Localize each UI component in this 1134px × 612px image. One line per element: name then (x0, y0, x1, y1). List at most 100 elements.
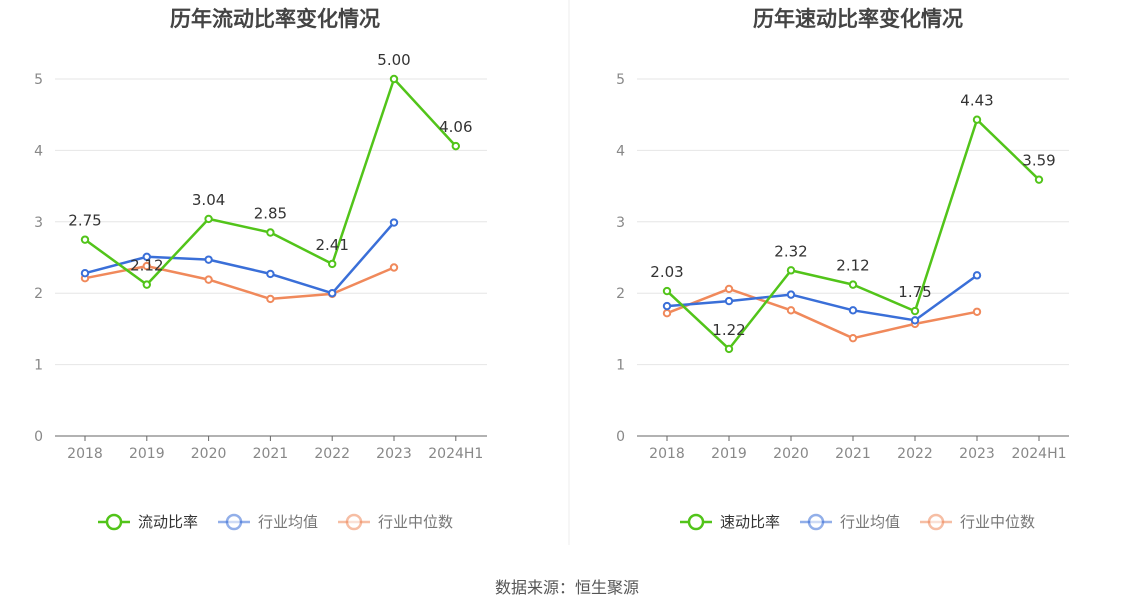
data-point[interactable] (786, 306, 796, 315)
legend-marker-icon (687, 513, 705, 531)
data-point[interactable] (204, 255, 213, 264)
data-point[interactable] (142, 252, 152, 261)
data-label: 1.22 (712, 321, 745, 339)
data-label: 4.43 (960, 92, 993, 110)
legend-marker-icon (345, 513, 363, 531)
y-tick-label: 3 (34, 215, 43, 231)
data-label: 2.75 (68, 212, 101, 230)
y-tick-label: 1 (616, 358, 625, 374)
data-point[interactable] (724, 284, 734, 294)
y-tick-label: 3 (616, 215, 625, 231)
data-point[interactable] (80, 235, 90, 244)
legend-item-1[interactable]: 速动比率 (680, 513, 780, 531)
data-point[interactable] (848, 333, 858, 343)
data-point[interactable] (328, 259, 337, 269)
x-tick-label: 2020 (773, 446, 809, 462)
data-source-note: 数据来源：恒生聚源 (494, 578, 639, 597)
y-tick-label: 0 (616, 429, 625, 445)
series-line-3 (84, 264, 395, 301)
y-tick-label: 5 (616, 72, 625, 88)
x-tick-label: 2022 (897, 446, 933, 462)
data-point[interactable] (848, 306, 858, 315)
chart-panel-1: 历年流动比率变化情况 0 1 2 3 4 5 2018 2019 2020 2021 2022 2023… (34, 7, 487, 531)
data-point[interactable] (266, 228, 275, 237)
data-point[interactable] (910, 316, 920, 325)
data-point[interactable] (786, 266, 796, 275)
legend-label: 流动比率 (138, 513, 198, 531)
data-point[interactable] (972, 115, 982, 124)
x-tick-label: 2024H1 (1011, 446, 1066, 462)
data-point[interactable] (786, 290, 796, 299)
data-label: 2.85 (254, 205, 287, 223)
y-tick-label: 5 (34, 72, 43, 88)
y-tick-label: 4 (34, 143, 43, 159)
data-point[interactable] (389, 74, 399, 84)
data-point[interactable] (142, 261, 152, 271)
y-tick-label: 1 (34, 358, 43, 374)
chart-title: 历年速动比率变化情况 (753, 7, 963, 31)
y-tick-label: 0 (34, 429, 43, 445)
legend-item-3[interactable]: 行业中位数 (920, 513, 1035, 531)
data-label: 4.06 (439, 118, 472, 136)
data-label: 2.12 (836, 257, 869, 275)
chart-title: 历年流动比率变化情况 (170, 7, 380, 31)
legend-label: 行业中位数 (960, 513, 1035, 531)
legend-marker-icon (807, 513, 825, 531)
legend-label: 行业均值 (258, 513, 318, 531)
x-tick-label: 2022 (314, 446, 350, 462)
data-point[interactable] (142, 280, 152, 289)
data-point[interactable] (204, 275, 213, 284)
data-point[interactable] (266, 294, 275, 304)
x-tick-label: 2021 (835, 446, 871, 462)
x-tick-label: 2023 (959, 446, 995, 462)
data-label: 5.00 (377, 51, 410, 69)
y-tick-label: 4 (616, 143, 625, 159)
x-tick-label: 2021 (253, 446, 289, 462)
data-label: 2.32 (774, 242, 807, 260)
data-point[interactable] (328, 289, 337, 298)
chart-panel-2: 历年速动比率变化情况 0 1 2 3 4 5 2018 2019 2020 2021 2022 2023… (616, 7, 1069, 531)
data-label: 3.04 (192, 191, 225, 209)
data-point[interactable] (972, 307, 982, 316)
data-point[interactable] (389, 263, 399, 272)
data-point[interactable] (724, 344, 734, 354)
data-point[interactable] (972, 271, 982, 280)
x-tick-label: 2018 (649, 446, 685, 462)
data-label: 3.59 (1022, 152, 1055, 170)
x-tick-label: 2019 (129, 446, 165, 462)
legend-item-3[interactable]: 行业中位数 (338, 513, 453, 531)
legend-marker-icon (105, 513, 123, 531)
legend-label: 行业均值 (840, 513, 900, 531)
data-point[interactable] (662, 301, 672, 311)
legend-item-2[interactable]: 行业均值 (218, 513, 318, 531)
data-point[interactable] (848, 280, 858, 289)
data-point[interactable] (266, 269, 275, 279)
data-label: 2.41 (315, 236, 348, 254)
x-tick-label: 2020 (191, 446, 227, 462)
data-label: 1.75 (898, 283, 931, 301)
series-line-1 (84, 77, 457, 286)
series-line-3 (666, 287, 978, 340)
data-point[interactable] (389, 218, 399, 227)
x-tick-label: 2019 (711, 446, 747, 462)
legend-item-2[interactable]: 行业均值 (800, 513, 900, 531)
legend-label: 速动比率 (720, 513, 780, 531)
data-point[interactable] (80, 269, 90, 278)
data-point[interactable] (451, 141, 460, 151)
x-tick-label: 2024H1 (428, 446, 483, 462)
series-line-2 (84, 221, 395, 295)
legend-item-1[interactable]: 流动比率 (98, 513, 198, 531)
data-point[interactable] (662, 286, 672, 296)
data-point[interactable] (662, 308, 672, 318)
data-point[interactable] (724, 296, 734, 306)
y-tick-label: 2 (34, 286, 43, 302)
data-point[interactable] (204, 214, 213, 224)
data-label: 2.12 (130, 257, 163, 275)
data-label: 2.03 (650, 263, 683, 281)
data-point[interactable] (910, 306, 920, 316)
legend-marker-icon (225, 513, 243, 531)
legend-marker-icon (927, 513, 945, 531)
x-tick-label: 2018 (67, 446, 103, 462)
data-point[interactable] (1034, 175, 1044, 184)
